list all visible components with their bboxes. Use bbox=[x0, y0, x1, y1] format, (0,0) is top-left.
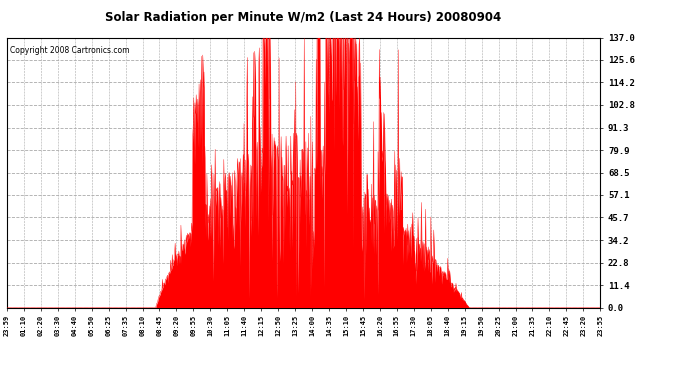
Text: Solar Radiation per Minute W/m2 (Last 24 Hours) 20080904: Solar Radiation per Minute W/m2 (Last 24… bbox=[106, 11, 502, 24]
Text: Copyright 2008 Cartronics.com: Copyright 2008 Cartronics.com bbox=[10, 46, 129, 55]
